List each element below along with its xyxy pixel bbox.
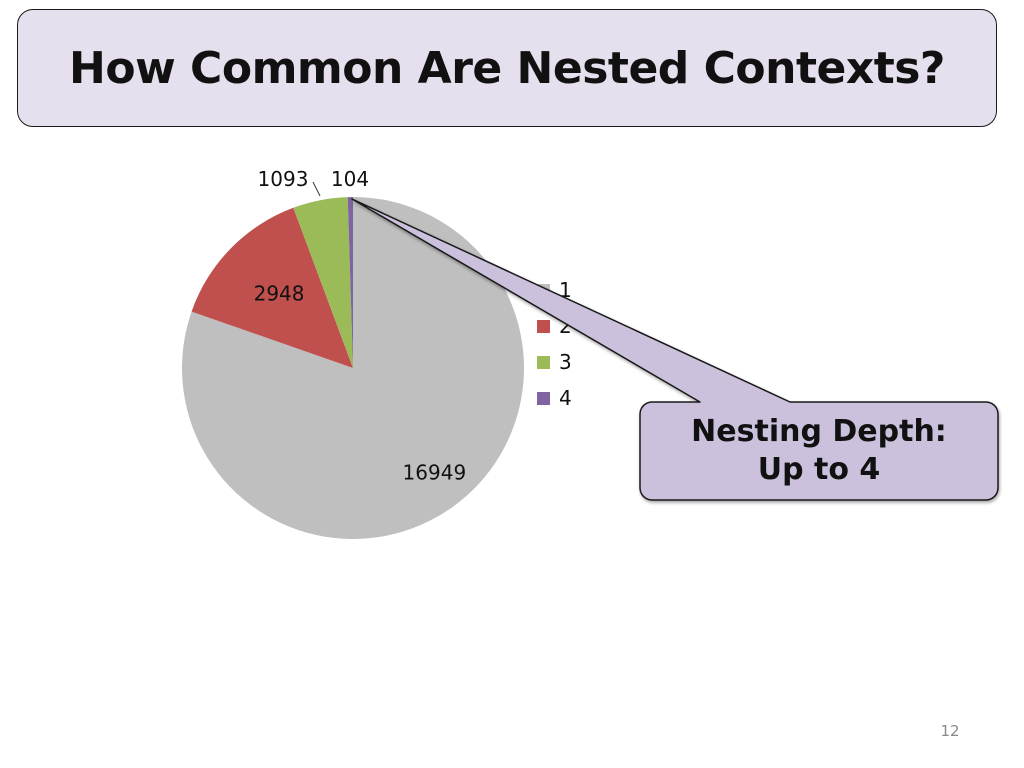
legend-label-3: 3 [559, 350, 572, 374]
pie-slices [181, 197, 525, 539]
data-label-4: 104 [331, 167, 369, 191]
legend-swatch-4 [537, 392, 550, 405]
pie-slice-3 [293, 197, 353, 368]
data-label-3: 1093 [258, 167, 309, 191]
callout-box [351, 198, 999, 501]
slide-number: 12 [940, 722, 960, 740]
data-label-1: 16949 [403, 460, 467, 484]
legend-swatch-3 [537, 356, 550, 369]
legend-label-4: 4 [559, 386, 572, 410]
pie-data-labels: 16949 2948 1093 104 [254, 167, 467, 484]
callout-line-2: Up to 4 [757, 452, 881, 487]
label-leader-line [312, 181, 321, 197]
legend-swatch-2 [537, 320, 550, 333]
pie-slice-2 [191, 207, 353, 368]
data-label-2: 2948 [254, 282, 305, 306]
pie-slice-4 [347, 197, 353, 368]
callout-text: Nesting Depth: Up to 4 [640, 402, 998, 500]
callout-line-1: Nesting Depth: [691, 414, 947, 449]
slide-title: How Common Are Nested Contexts? [69, 42, 945, 94]
title-box: How Common Are Nested Contexts? [17, 9, 997, 127]
